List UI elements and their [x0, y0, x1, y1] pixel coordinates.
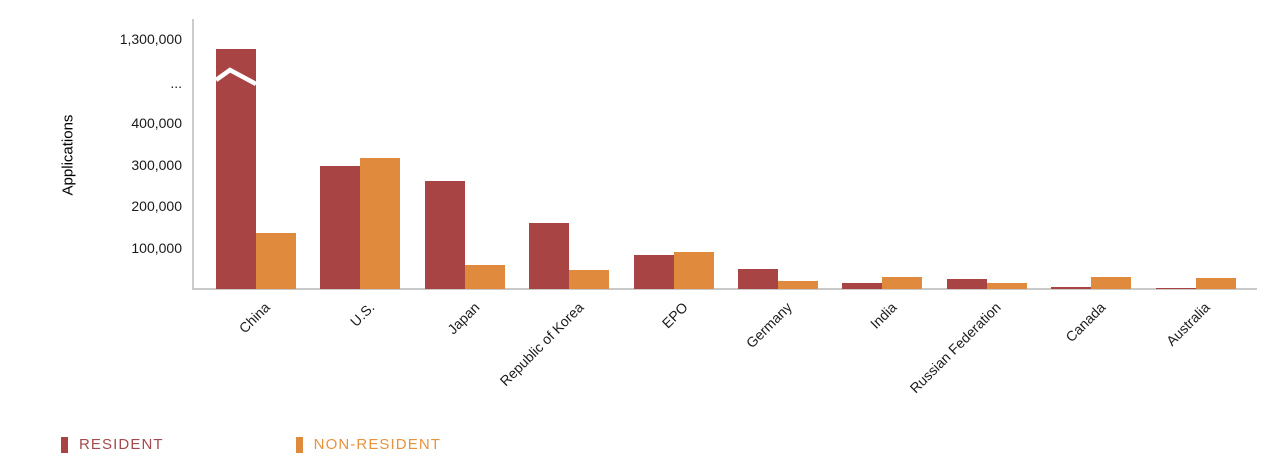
legend-item-nonresident: NON-RESIDENT	[295, 436, 442, 453]
bar-resident-republic-of-korea	[529, 222, 570, 289]
y-tick-label: ...	[170, 75, 182, 91]
bar-resident-canada	[1051, 286, 1092, 289]
x-tick-label-republic-of-korea: Republic of Korea	[496, 299, 587, 390]
legend-label-nonresident: NON-RESIDENT	[313, 436, 442, 453]
y-tick-label: 300,000	[131, 156, 182, 173]
y-axis-title: Applications	[59, 114, 77, 196]
x-tick-label-u-s-: U.S.	[347, 299, 378, 330]
resident-swatch-icon	[61, 436, 68, 453]
y-axis-line	[192, 19, 194, 289]
bar-non-resident-india	[882, 276, 923, 289]
x-tick-label-russian-federation: Russian Federation	[906, 299, 1005, 397]
x-tick-label-epo: EPO	[658, 299, 691, 332]
bar-non-resident-japan	[464, 264, 505, 289]
y-tick-label: 100,000	[131, 239, 182, 256]
bar-non-resident-china	[256, 232, 296, 289]
x-tick-label-india: India	[866, 299, 900, 332]
x-tick-label-canada: Canada	[1062, 299, 1109, 345]
bar-non-resident-canada	[1091, 276, 1132, 289]
bar-resident-russian-federation	[946, 279, 987, 289]
bar-non-resident-australia	[1195, 278, 1236, 289]
bar-resident-australia	[1155, 287, 1196, 289]
x-tick-label-germany: Germany	[743, 299, 796, 352]
x-axis-line	[192, 288, 1257, 290]
legend-label-resident: RESIDENT	[79, 436, 164, 453]
bar-resident-epo	[633, 255, 674, 289]
y-tick-label: 200,000	[131, 198, 182, 214]
bar-non-resident-epo	[673, 251, 714, 289]
x-tick-label-australia: Australia	[1163, 299, 1213, 349]
y-tick-label: 1,300,000	[119, 31, 182, 47]
bar-non-resident-u-s-	[360, 158, 401, 289]
bar-non-resident-russian-federation	[986, 282, 1027, 289]
nonresident-swatch-icon	[295, 436, 303, 453]
bar-resident-germany	[738, 269, 778, 289]
axis-break-icon	[216, 67, 256, 86]
legend-item-resident: RESIDENT	[61, 436, 164, 453]
bar-resident-u-s-	[320, 165, 361, 289]
bar-resident-japan	[424, 180, 465, 289]
y-tick-label: 400,000	[131, 115, 182, 131]
bar-resident-china	[216, 49, 256, 289]
x-tick-label-china: China	[236, 299, 274, 337]
bar-resident-india	[842, 283, 883, 289]
bar-non-resident-germany	[778, 280, 818, 289]
x-tick-label-japan: Japan	[443, 299, 483, 338]
legend: RESIDENT NON-RESIDENT	[61, 436, 441, 453]
bar-non-resident-republic-of-korea	[569, 269, 610, 289]
